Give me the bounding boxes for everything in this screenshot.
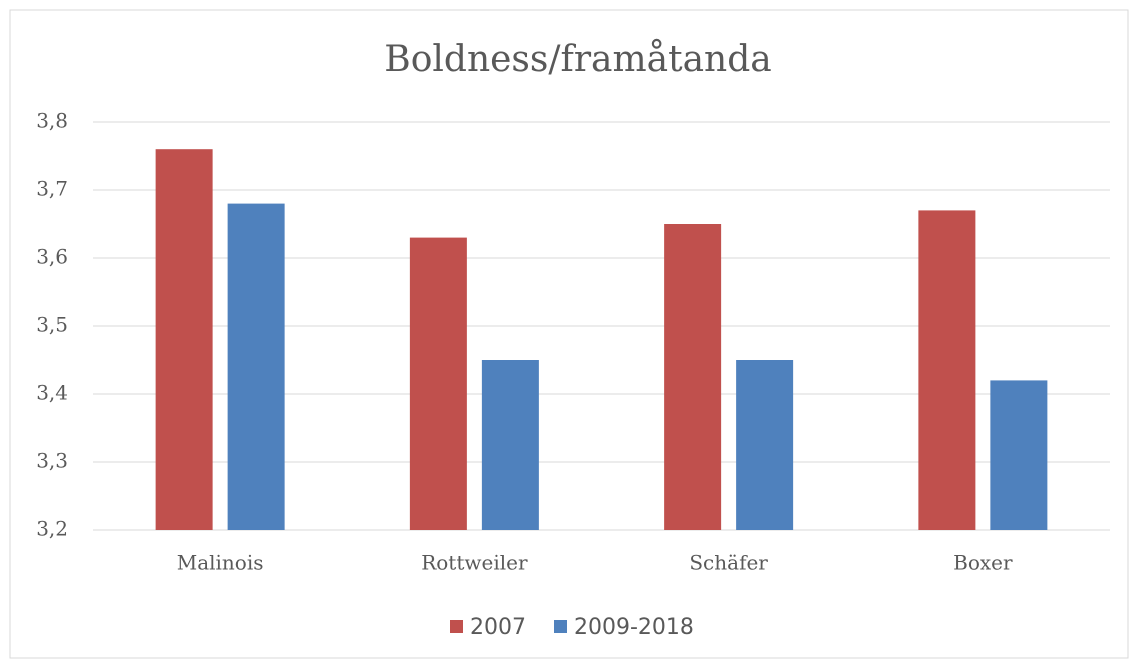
- y-tick-label: 3,4: [36, 381, 68, 405]
- legend-label: 2007: [470, 615, 526, 640]
- y-tick-label: 3,6: [36, 245, 68, 269]
- legend-swatch: [450, 620, 463, 633]
- y-tick-label: 3,2: [36, 517, 68, 541]
- x-tick-label: Rottweiler: [421, 551, 528, 575]
- y-tick-label: 3,8: [36, 109, 68, 133]
- y-tick-label: 3,7: [36, 177, 68, 201]
- bar: [481, 360, 539, 530]
- x-tick-label: Boxer: [953, 551, 1013, 575]
- x-tick-label: Schäfer: [689, 551, 768, 575]
- bar: [409, 237, 467, 530]
- legend-label: 2009-2018: [574, 615, 694, 640]
- y-tick-label: 3,3: [36, 449, 68, 473]
- bar: [664, 224, 722, 530]
- bar: [918, 210, 976, 530]
- bar: [155, 149, 213, 530]
- x-tick-label: Malinois: [177, 551, 264, 575]
- chart-title: Boldness/framåtanda: [384, 39, 771, 80]
- y-tick-label: 3,5: [36, 313, 68, 337]
- bar: [990, 380, 1048, 530]
- bar: [736, 360, 794, 530]
- legend-swatch: [554, 620, 567, 633]
- bar: [227, 203, 285, 530]
